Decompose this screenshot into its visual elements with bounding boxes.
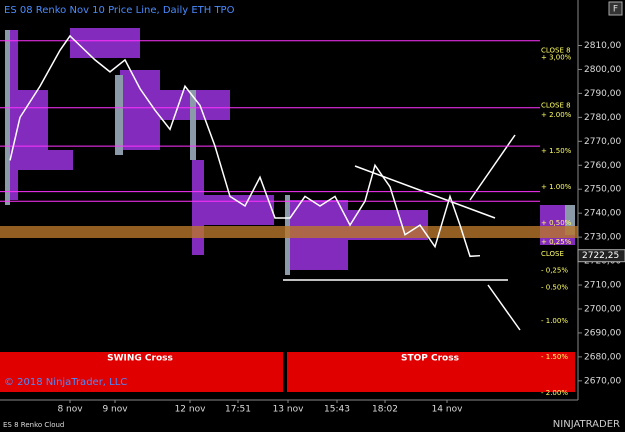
price-line: [9, 34, 481, 258]
price-marker: [577, 249, 625, 263]
y-tick-label: 2770,00: [584, 137, 621, 147]
button-label[interactable]: F: [613, 5, 618, 15]
level-label: - 0,25%: [541, 267, 568, 275]
level-label: + 1.50%: [541, 147, 572, 155]
y-tick-label: 2700,00: [584, 304, 621, 314]
value-area: [0, 226, 578, 238]
level-label: - 2.00%: [541, 389, 568, 397]
x-tick-label: 14 nov: [432, 405, 464, 415]
footer: ES 8 Renko Cloud: [3, 421, 64, 429]
y-tick-label: 2710,00: [584, 281, 621, 291]
x-tick-label: 15:43: [324, 405, 350, 415]
chart-title: ES 08 Renko Nov 10 Price Line, Daily ETH…: [4, 5, 235, 16]
y-tick-label: 2760,00: [584, 161, 621, 171]
y-tick-label: 2690,00: [584, 328, 621, 338]
x-tick-label: 18:02: [372, 405, 398, 415]
level-label: CLOSE: [541, 250, 564, 258]
level-label: + 3,00%: [541, 53, 572, 61]
band-label: STOP Cross: [401, 354, 459, 364]
y-tick-label: 2740,00: [584, 209, 621, 219]
x-tick-label: 9 nov: [102, 405, 128, 415]
logo: NINJATRADER: [553, 419, 620, 430]
level-label: CLOSE 8: [541, 46, 571, 54]
x-tick-label: 12 nov: [175, 405, 207, 415]
level-label: + 0,50%: [541, 219, 572, 227]
y-tick-label: 2800,00: [584, 65, 621, 75]
level-label: + 2.00%: [541, 111, 572, 119]
level-label: CLOSE 8: [541, 101, 571, 109]
y-tick-label: 2750,00: [584, 185, 621, 195]
level-label: - 1.00%: [541, 317, 568, 325]
x-tick-label: 13 nov: [273, 405, 305, 415]
y-tick-label: 2670,00: [584, 376, 621, 386]
y-tick-label: 2790,00: [584, 89, 621, 99]
signal-band: [287, 352, 575, 392]
y-tick-label: 2680,00: [584, 352, 621, 362]
copyright: © 2018 NinjaTrader, LLC: [4, 377, 127, 388]
y-tick-label: 2730,00: [584, 233, 621, 243]
level-label: + 0,25%: [541, 238, 572, 246]
level-label: - 1.50%: [541, 353, 568, 361]
signal-band: [0, 352, 283, 392]
band-label: SWING Cross: [107, 354, 173, 364]
level-label: - 0.50%: [541, 283, 568, 291]
x-tick-label: 8 nov: [57, 405, 83, 415]
level-label: + 1.00%: [541, 183, 572, 191]
y-tick-label: 2780,00: [584, 113, 621, 123]
y-tick-label: 2810,00: [584, 41, 621, 51]
button[interactable]: [608, 1, 623, 16]
price-marker-label: 2722,25: [582, 251, 619, 261]
x-tick-label: 17:51: [225, 405, 251, 415]
